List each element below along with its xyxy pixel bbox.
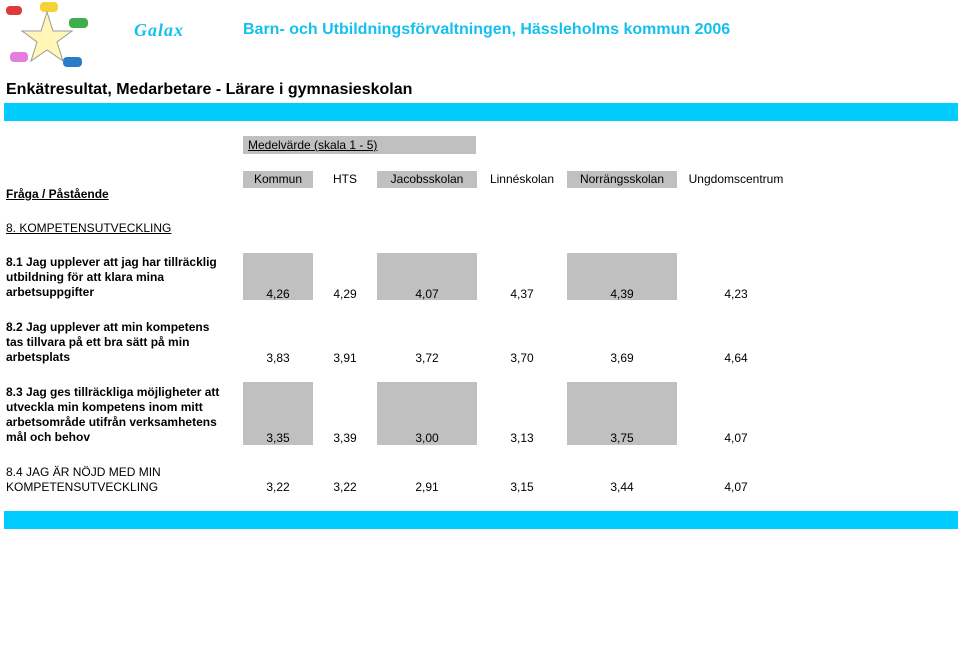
value-cell: 3,35 (266, 431, 290, 445)
brand-name: Galax (134, 20, 184, 40)
column-header-kommun: Kommun (243, 171, 313, 188)
column-header-linneskolan: Linnéskolan (489, 172, 555, 186)
value-cell: 4,29 (333, 287, 357, 301)
question-line: KOMPETENSUTVECKLING (6, 480, 159, 494)
question-line: tas tillvara på ett bra sätt på min (6, 335, 190, 349)
column-header-ungdomscentrum: Ungdomscentrum (688, 172, 784, 186)
value-cell: 4,07 (724, 480, 748, 494)
grey-cell (243, 382, 313, 445)
value-cell: 3,75 (610, 431, 634, 445)
grey-cell (567, 382, 677, 445)
value-cell: 3,13 (510, 431, 534, 445)
value-cell: 4,07 (415, 287, 439, 301)
section-title: 8. KOMPETENSUTVECKLING (6, 221, 172, 235)
grey-cell (243, 253, 313, 300)
galax-logo (6, 2, 88, 67)
value-cell: 3,22 (266, 480, 290, 494)
value-cell: 4,39 (610, 287, 634, 301)
value-cell: 3,70 (510, 351, 534, 365)
value-cell: 3,22 (333, 480, 357, 494)
question-header: Fråga / Påstående (6, 187, 109, 201)
column-header-jacobsskolan: Jacobsskolan (377, 171, 477, 188)
value-cell: 3,69 (610, 351, 634, 365)
value-cell: 3,83 (266, 351, 290, 365)
value-cell: 3,91 (333, 351, 357, 365)
grey-cell (377, 253, 477, 300)
question-line: mål och behov (6, 430, 91, 444)
value-cell: 4,23 (724, 287, 748, 301)
value-cell: 4,37 (510, 287, 534, 301)
question-line: arbetsuppgifter (6, 285, 95, 299)
value-cell: 4,64 (724, 351, 748, 365)
column-header-hts: HTS (333, 172, 357, 186)
value-cell: 4,07 (724, 431, 748, 445)
question-line: 8.1 Jag upplever att jag har tillräcklig (6, 255, 217, 269)
column-header-norrangsskolan: Norrängsskolan (567, 171, 677, 188)
organization-title: Barn- och Utbildningsförvaltningen, Häss… (243, 21, 731, 38)
grey-cell (377, 382, 477, 445)
question-8-3: 8.3 Jag ges tillräckliga möjligheter att… (6, 385, 246, 445)
question-8-1: 8.1 Jag upplever att jag har tillräcklig… (6, 255, 246, 300)
grey-cell (567, 253, 677, 300)
question-line: arbetsplats (6, 350, 71, 364)
question-line: utbildning för att klara mina (6, 270, 165, 284)
value-cell: 3,15 (510, 480, 534, 494)
page-title: Enkätresultat, Medarbetare - Lärare i gy… (6, 81, 413, 98)
question-8-2: 8.2 Jag upplever att min kompetens tas t… (6, 320, 246, 365)
question-line: arbetsområde utifrån verksamhetens (6, 415, 217, 429)
top-divider-bar (4, 103, 958, 121)
question-line: 8.4 JAG ÄR NÖJD MED MIN (6, 465, 161, 479)
question-line: 8.3 Jag ges tillräckliga möjligheter att (6, 385, 220, 399)
value-cell: 3,44 (610, 480, 634, 494)
value-cell: 2,91 (415, 480, 439, 494)
value-cell: 4,26 (266, 287, 290, 301)
value-cell: 3,72 (415, 351, 439, 365)
question-8-4: 8.4 JAG ÄR NÖJD MED MIN KOMPETENSUTVECKL… (6, 465, 246, 495)
question-line: utveckla min kompetens inom mitt (6, 400, 203, 414)
value-cell: 3,39 (333, 431, 357, 445)
question-line: 8.2 Jag upplever att min kompetens (6, 320, 210, 334)
value-cell: 3,00 (415, 431, 439, 445)
group-header: Medelvärde (skala 1 - 5) (243, 136, 476, 154)
bottom-divider-bar (4, 511, 958, 529)
